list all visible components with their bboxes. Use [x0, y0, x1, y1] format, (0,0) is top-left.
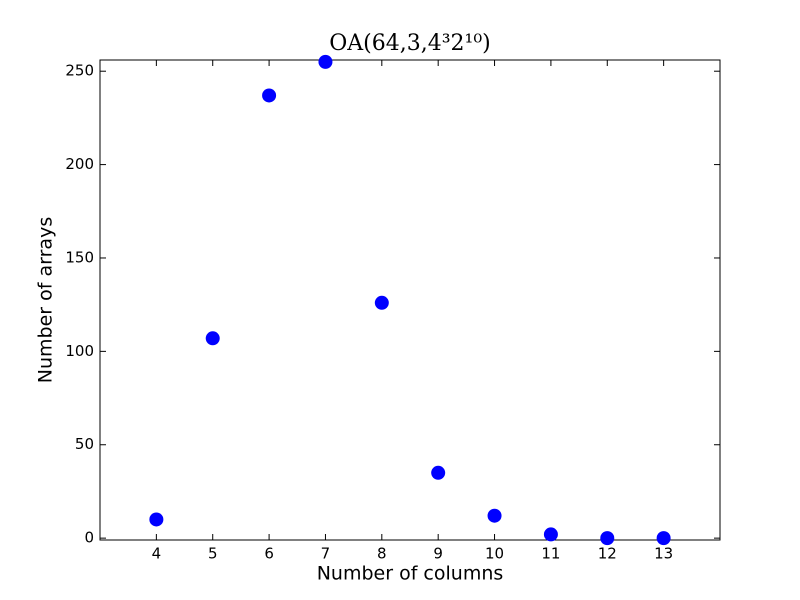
point: [600, 531, 615, 546]
plot-frame: [99, 59, 721, 541]
y-tick-label: 150: [65, 248, 94, 266]
point: [543, 527, 558, 542]
y-tick-label: 250: [65, 62, 94, 80]
x-tick-label: 11: [541, 545, 560, 563]
y-tick-label: 200: [65, 155, 94, 173]
point: [149, 512, 164, 527]
x-tick-label: 10: [485, 545, 504, 563]
point: [656, 531, 671, 546]
point: [487, 508, 502, 523]
x-axis-label: Number of columns: [317, 563, 504, 585]
y-tick-label: 0: [84, 529, 94, 547]
y-axis-label: Number of arrays: [35, 217, 57, 383]
point: [374, 295, 389, 310]
chart-title: OA(64,3,4³2¹⁰): [329, 31, 491, 56]
x-tick-label: 4: [152, 545, 162, 563]
x-tick-label: 12: [598, 545, 617, 563]
y-tick-label: 100: [65, 342, 94, 360]
x-tick-label: 6: [264, 545, 274, 563]
point: [431, 465, 446, 480]
point: [262, 88, 277, 103]
x-tick-label: 9: [433, 545, 443, 563]
x-tick-label: 8: [377, 545, 387, 563]
point: [205, 331, 220, 346]
x-tick-label: 13: [654, 545, 673, 563]
point: [318, 54, 333, 69]
y-tick-label: 50: [75, 435, 94, 453]
x-tick-label: 7: [321, 545, 331, 563]
x-tick-label: 5: [208, 545, 218, 563]
